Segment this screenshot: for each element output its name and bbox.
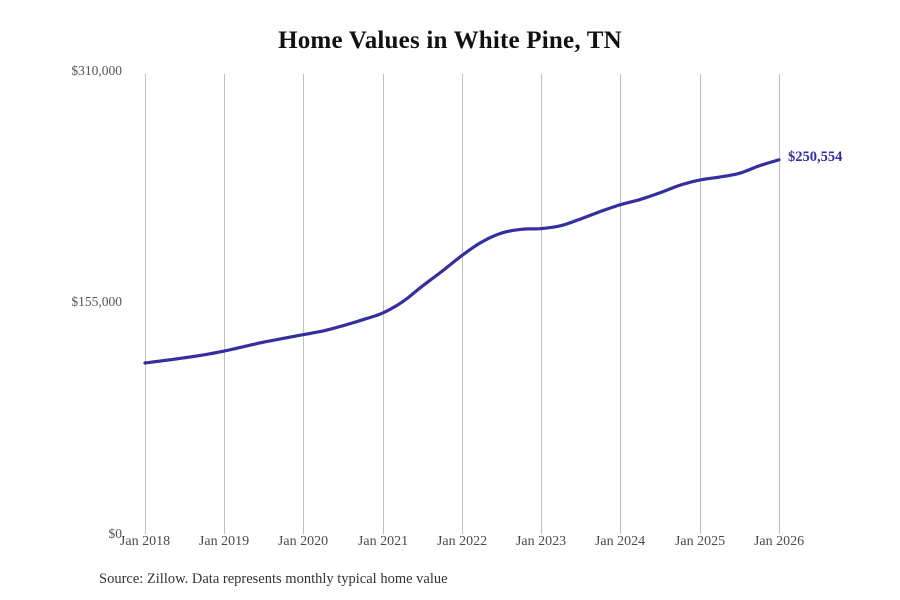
x-axis: Jan 2018 Jan 2019 Jan 2020 Jan 2021 Jan … [0,534,900,560]
home-value-line [143,158,781,365]
x-tick-label: Jan 2019 [198,534,250,549]
x-tick-label: Jan 2025 [674,534,726,549]
y-tick-label: $0 [108,526,123,541]
x-tick-label: Jan 2020 [277,534,329,549]
y-axis: $310,000 $155,000 $0 [26,0,122,600]
gridline [145,74,146,534]
x-tick-label: Jan 2026 [753,534,805,549]
x-tick-label: Jan 2023 [515,534,567,549]
gridline [700,74,701,534]
gridline [779,74,780,534]
chart-title: Home Values in White Pine, TN [278,27,622,54]
y-tick-label: $310,000 [71,63,122,78]
x-tick-label: Jan 2022 [436,534,488,549]
series-line-chart [143,158,781,365]
x-tick-label: Jan 2018 [119,534,171,549]
gridline [541,74,542,534]
gridline [620,74,621,534]
gridline [383,74,384,534]
x-tick-label: Jan 2024 [594,534,646,549]
end-value-annotation: $250,554 [788,148,843,165]
gridline [224,74,225,534]
plot-area [141,74,783,534]
y-tick-label: $155,000 [71,294,122,309]
gridline [462,74,463,534]
source-note: Source: Zillow. Data represents monthly … [99,571,448,587]
x-tick-label: Jan 2021 [357,534,409,549]
gridline [303,74,304,534]
